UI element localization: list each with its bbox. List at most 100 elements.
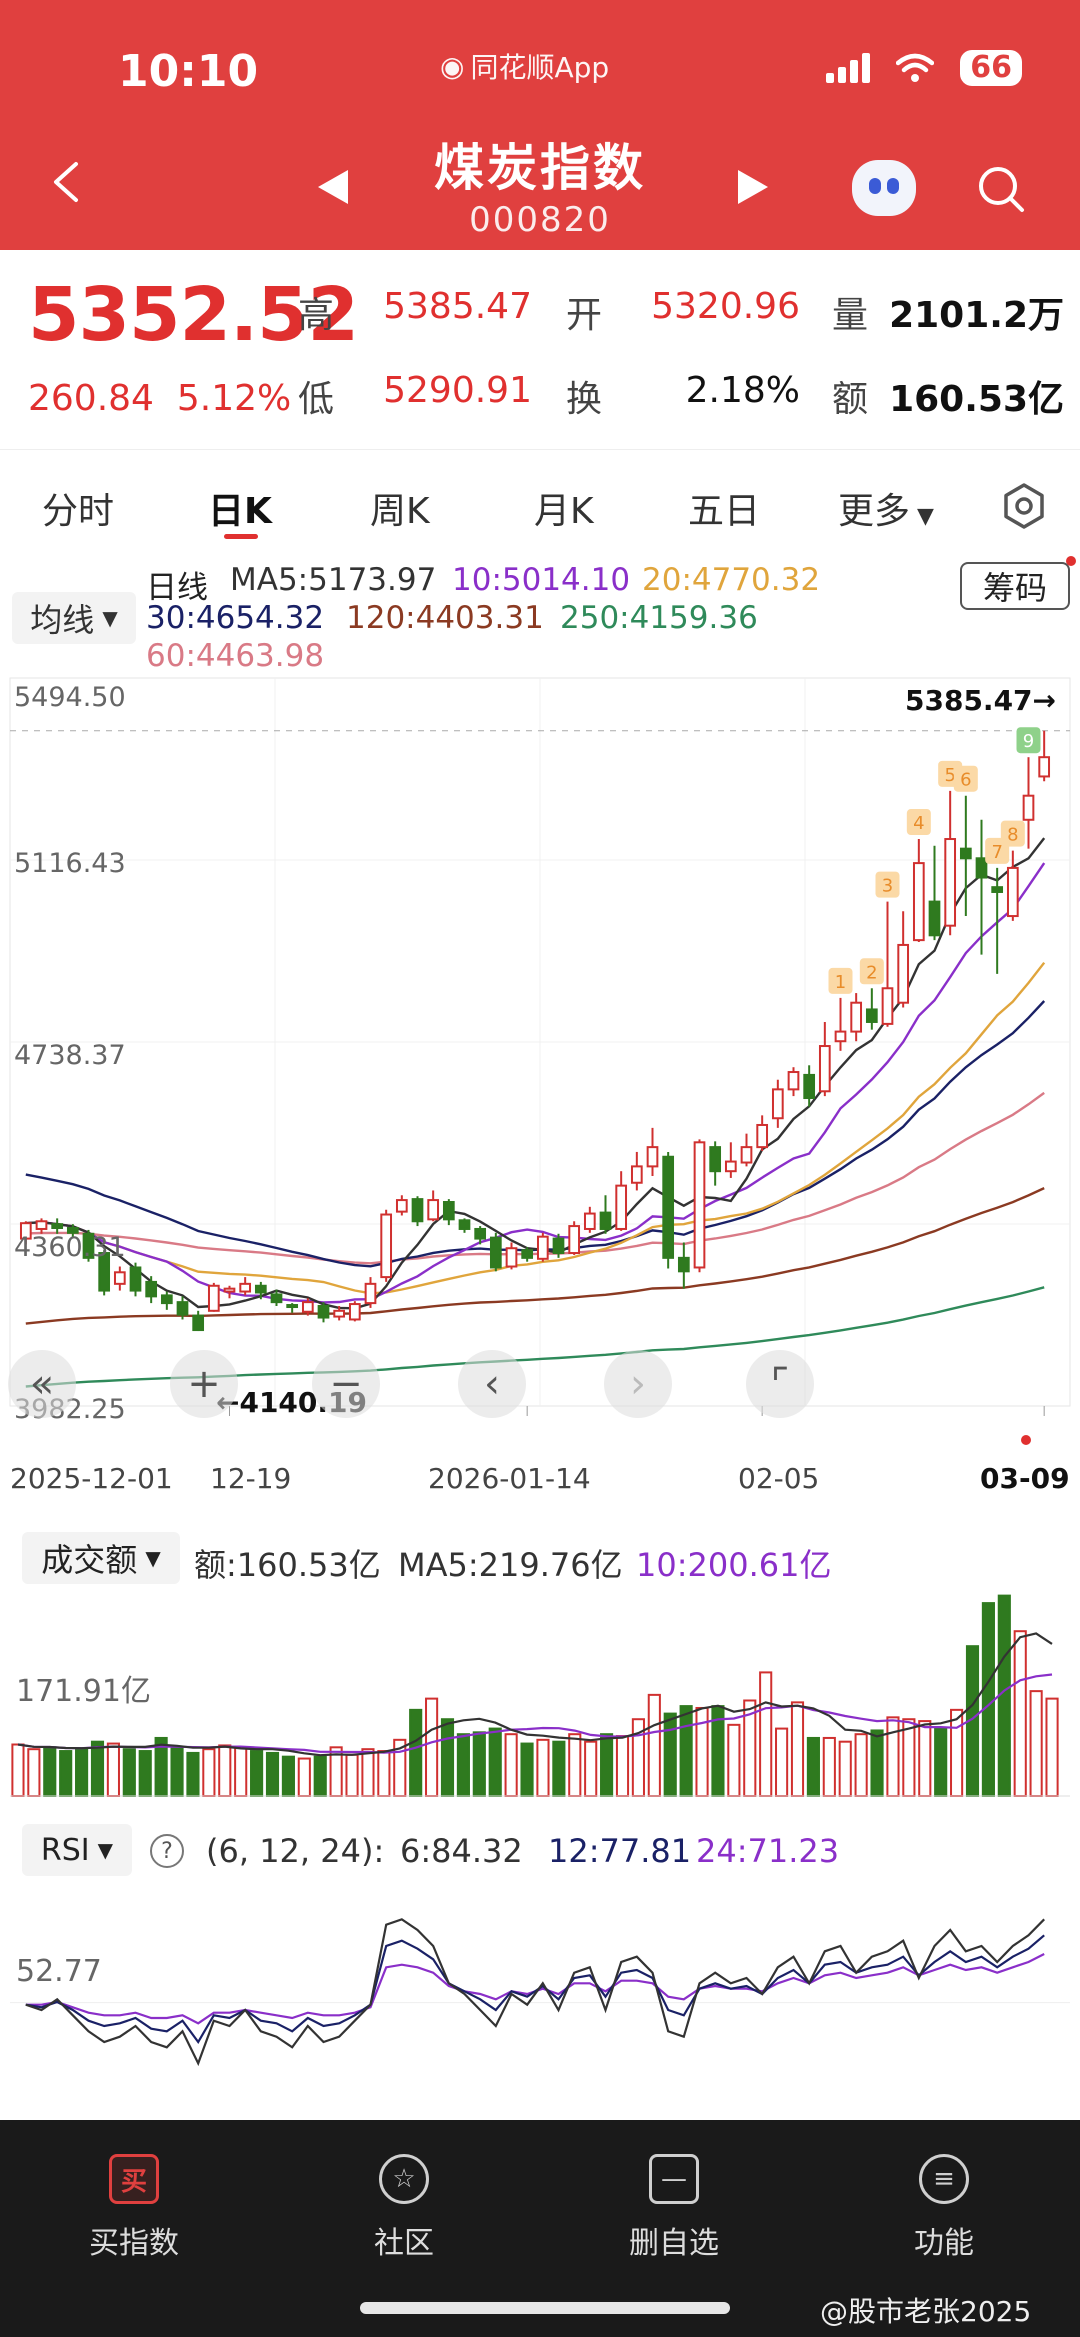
volume-bar <box>934 1727 948 1797</box>
nav-remove-watchlist[interactable]: — 删自选 <box>574 2140 774 2262</box>
rsi12-value: 12:77.81 <box>548 1832 692 1870</box>
candle <box>207 1282 220 1312</box>
candle <box>662 1151 675 1269</box>
indicator-select[interactable]: 均线 ▼ <box>12 592 136 644</box>
ma5-value: MA5:5173.97 <box>230 562 437 598</box>
td-sequence-label: 2 <box>859 958 884 985</box>
wifi-icon <box>896 53 935 82</box>
zoom-in-icon[interactable]: + <box>170 1350 238 1418</box>
candle <box>583 1206 596 1233</box>
volume-bar <box>950 1708 964 1797</box>
td-label-text: 5 <box>944 765 955 786</box>
turnover-value: 2.18% <box>685 370 800 411</box>
tab-more[interactable]: 更多 ▼ <box>838 482 934 534</box>
volume-bar <box>456 1733 470 1797</box>
search-icon[interactable] <box>976 164 1026 214</box>
nav-community[interactable]: ☆ 社区 <box>304 2140 504 2262</box>
chevron-down-icon: ▼ <box>145 1546 161 1570</box>
candle-body <box>348 1303 361 1321</box>
candle <box>82 1229 95 1262</box>
zoom-out-icon[interactable]: « <box>8 1350 76 1418</box>
fullscreen-icon[interactable]: ⌜ <box>746 1350 814 1418</box>
candle-body <box>536 1235 549 1260</box>
candle-body <box>411 1198 424 1223</box>
td-label-bg <box>906 809 931 836</box>
volume-bar <box>663 1712 677 1797</box>
volume-bar <box>170 1746 184 1798</box>
tab-intraday[interactable]: 分时 <box>42 491 115 532</box>
index-code: 000820 <box>469 200 611 240</box>
tab-monthly-k[interactable]: 月K <box>534 491 594 532</box>
td-label-text: 6 <box>960 770 971 791</box>
tab-daily-k[interactable]: 日K <box>208 491 272 532</box>
td-label-bg <box>828 967 853 994</box>
candle-body <box>928 900 941 937</box>
signal-icon <box>826 53 871 83</box>
candle-body <box>395 1199 408 1213</box>
candle <box>959 795 972 917</box>
nav-remove-watchlist-label: 删自选 <box>629 2226 719 2261</box>
volume-select-label: 成交额 <box>41 1541 138 1579</box>
nav-buy-index[interactable]: 买 买指数 <box>34 2140 234 2262</box>
ma120-value: 120:4403.31 <box>346 600 544 636</box>
next-index-button[interactable] <box>738 170 768 204</box>
prev-index-button[interactable] <box>318 170 348 204</box>
volume-value: 2101.2万 <box>889 295 1064 336</box>
volume-bar <box>997 1594 1011 1798</box>
assistant-robot-icon[interactable] <box>852 160 916 216</box>
star-icon: ☆ <box>379 2154 429 2204</box>
scroll-left-icon[interactable]: ‹ <box>458 1350 526 1418</box>
volume-bar <box>790 1701 805 1797</box>
volume-bar <box>568 1733 582 1797</box>
y-tick-label: 4738.37 <box>14 1040 126 1071</box>
amount-value: 160.53亿 <box>889 379 1064 420</box>
tab-weekly-k[interactable]: 周K <box>370 491 430 532</box>
help-icon[interactable]: ? <box>150 1834 184 1868</box>
volume-bar <box>838 1740 852 1797</box>
candle-body <box>192 1314 205 1332</box>
candle-body <box>599 1211 612 1230</box>
quote-panel <box>0 250 1080 450</box>
candle-body <box>615 1184 628 1230</box>
volume-y-tick: 171.91亿 <box>16 1674 151 1709</box>
candle <box>1022 757 1035 849</box>
volume-bar <box>1045 1697 1059 1797</box>
tab-five-day[interactable]: 五日 <box>688 491 761 532</box>
chips-button[interactable]: 筹码 <box>960 562 1070 610</box>
gear-icon[interactable] <box>1000 482 1048 530</box>
volume-bar <box>615 1735 630 1797</box>
minus-icon[interactable]: − <box>312 1350 380 1418</box>
ma-period-label: 日线 <box>146 570 208 606</box>
volume-bar <box>854 1733 868 1797</box>
candle-body <box>662 1155 675 1259</box>
candle <box>348 1301 361 1322</box>
volume-indicator-select[interactable]: 成交额 ▼ <box>22 1532 180 1584</box>
volume-bar <box>313 1755 327 1798</box>
candle-body <box>129 1266 142 1292</box>
candle <box>333 1305 346 1321</box>
candle-body <box>850 1001 863 1033</box>
candle <box>881 901 894 1027</box>
back-arrow-icon[interactable] <box>46 160 90 204</box>
home-indicator[interactable] <box>360 2302 730 2314</box>
candle-body <box>756 1123 769 1149</box>
status-time: 10:10 <box>118 46 259 97</box>
candle <box>897 911 910 1008</box>
scroll-right-icon[interactable]: › <box>604 1350 672 1418</box>
rsi-indicator-select[interactable]: RSI ▼ <box>22 1824 132 1876</box>
candle <box>129 1262 142 1297</box>
candle <box>35 1218 48 1234</box>
rsi-chart[interactable] <box>0 1880 1080 2100</box>
volume-bar <box>584 1740 598 1797</box>
menu-icon: ≡ <box>919 2154 969 2204</box>
candle <box>928 845 941 941</box>
td-label-text: 7 <box>991 842 1002 863</box>
nav-functions[interactable]: ≡ 功能 <box>844 2140 1044 2262</box>
candle <box>254 1281 267 1300</box>
candle-body <box>1022 794 1035 821</box>
y-tick-label: 5116.43 <box>14 848 126 879</box>
volume-chart[interactable] <box>0 1590 1080 1800</box>
candle-body <box>442 1201 455 1221</box>
change-value: 260.84 <box>28 378 154 419</box>
